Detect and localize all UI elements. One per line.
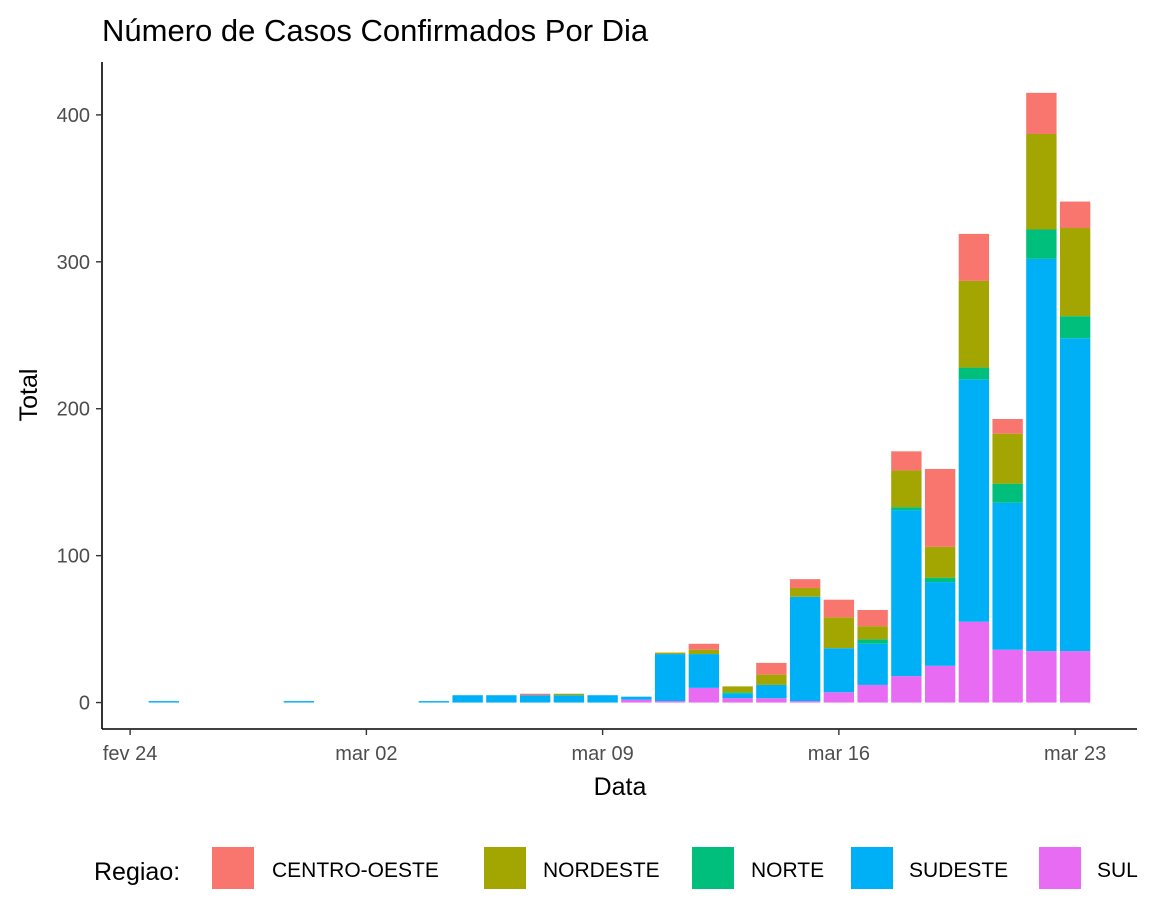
bar-segment-centro-oeste-2020-03-23 [1059,201,1091,229]
bar-segment-nordeste-2020-03-22 [1026,133,1057,230]
bar-segment-sudeste-2020-02-29 [283,701,315,703]
bar-segment-norte-2020-03-22 [1026,229,1057,259]
legend-key-centro-oeste [212,847,254,889]
bar-segment-sudeste-2020-03-20 [958,379,990,622]
bar-segment-sudeste-2020-03-19 [924,582,956,666]
y-axis-ticks: 0 100 200 300 400 [57,105,102,715]
legend-label-sudeste: SUDESTE [909,859,1008,882]
bar-segment-nordeste-2020-03-16 [823,617,855,649]
bar-segment-sul-2020-03-19 [924,665,956,703]
bar-segment-sul-2020-03-13 [722,698,753,703]
bar-segment-sudeste-2020-03-08 [553,695,585,703]
bar-segment-sudeste-2020-03-06 [486,695,517,703]
bar-segment-nordeste-2020-03-11 [654,652,686,655]
bar-segment-sul-2020-03-16 [823,692,855,703]
bar-segment-nordeste-2020-03-18 [891,470,922,508]
legend-label-sul: SUL [1097,859,1138,882]
bar-segment-norte-2020-03-13 [722,692,753,694]
legend-key-sudeste [851,847,893,889]
legend: Regiao: CENTRO-OESTE NORDESTE NORTE SUDESTE… [94,847,1138,889]
x-tick-label: mar 09 [572,743,634,765]
bar-segment-centro-oeste-2020-03-21 [992,419,1023,434]
bar-segment-norte-2020-03-18 [891,507,922,511]
x-tick-label: mar 23 [1044,743,1106,765]
bar-segment-sudeste-2020-03-17 [857,643,888,685]
y-tick-label: 100 [57,546,90,568]
legend-label-norte: NORTE [751,859,824,882]
bar-segment-nordeste-2020-03-19 [924,546,956,578]
x-tick-label: mar 16 [808,743,870,765]
bar-segment-nordeste-2020-03-23 [1059,228,1091,317]
bar-segment-nordeste-2020-03-21 [992,433,1023,484]
bar-segment-centro-oeste-2020-03-22 [1026,92,1057,134]
bar-segment-sudeste-2020-03-22 [1026,258,1057,652]
bar-segment-centro-oeste-2020-03-12 [688,643,720,650]
bar-segment-sul-2020-03-12 [688,687,720,703]
legend-key-nordeste [484,847,526,889]
bar-segment-sudeste-2020-03-11 [654,654,686,702]
bar-segment-centro-oeste-2020-03-14 [756,662,787,675]
bar-segment-centro-oeste-2020-03-20 [958,233,990,281]
bar-segment-sudeste-2020-03-05 [452,695,483,703]
bar-segment-nordeste-2020-03-13 [722,686,753,693]
y-tick-label: 200 [57,399,90,421]
bar-segment-sul-2020-03-10 [621,699,652,703]
bar-segment-nordeste-2020-03-15 [789,587,821,597]
bar-segment-sul-2020-03-20 [958,621,990,703]
bar-segment-sudeste-2020-03-21 [992,502,1023,650]
bar-segment-sul-2020-03-22 [1026,651,1057,703]
legend-title: Regiao: [94,858,180,886]
bar-segment-norte-2020-03-21 [992,483,1023,503]
bar-segment-sudeste-2020-03-12 [688,654,720,688]
chart-title: Número de Casos Confirmados Por Dia [102,13,649,48]
bar-segment-sul-2020-03-21 [992,649,1023,703]
bar-segment-centro-oeste-2020-03-17 [857,609,888,627]
bar-segment-sudeste-2020-03-04 [418,701,450,703]
bar-segment-sul-2020-03-18 [891,676,922,703]
bar-segment-sudeste-2020-03-10 [621,696,652,700]
bar-segment-sudeste-2020-03-16 [823,648,855,693]
x-axis-title: Data [594,773,647,801]
bar-segment-norte-2020-03-23 [1059,316,1091,339]
bar-segment-nordeste-2020-03-20 [958,280,990,368]
bar-segment-sudeste-2020-03-15 [789,596,821,702]
bar-segment-sudeste-2020-02-25 [148,701,180,703]
x-tick-label: mar 02 [335,743,397,765]
bar-segment-centro-oeste-2020-03-18 [891,451,922,471]
bars-layer [148,92,1091,703]
bar-segment-sul-2020-03-17 [857,684,888,703]
bar-segment-sudeste-2020-03-13 [722,693,753,699]
bar-segment-nordeste-2020-03-12 [688,649,720,655]
bar-segment-nordeste-2020-03-08 [553,693,585,696]
bar-segment-sul-2020-03-15 [789,701,821,703]
legend-key-norte [692,847,734,889]
legend-key-sul [1039,847,1081,889]
bar-segment-norte-2020-03-20 [958,367,990,380]
bar-segment-centro-oeste-2020-03-16 [823,599,855,618]
bar-segment-norte-2020-03-19 [924,577,956,583]
legend-label-nordeste: NORDESTE [543,859,660,882]
bar-segment-sul-2020-03-11 [654,701,686,703]
bar-segment-centro-oeste-2020-03-19 [924,468,956,547]
x-axis-ticks: fev 24 mar 02 mar 09 mar 16 mar 23 [103,729,1106,765]
y-tick-label: 300 [57,252,90,274]
y-axis-title: Total [15,369,43,422]
bar-segment-sul-2020-03-14 [756,698,787,703]
bar-segment-sudeste-2020-03-18 [891,510,922,677]
bar-segment-sudeste-2020-03-23 [1059,338,1091,652]
bar-segment-nordeste-2020-03-17 [857,626,888,640]
bar-segment-norte-2020-03-17 [857,639,888,644]
bar-segment-sul-2020-03-23 [1059,651,1091,703]
bar-segment-centro-oeste-2020-03-15 [789,579,821,588]
y-tick-label: 0 [79,693,90,715]
bar-segment-centro-oeste-2020-03-07 [519,693,551,696]
y-tick-label: 400 [57,105,90,127]
legend-label-centro-oeste: CENTRO-OESTE [272,859,439,882]
bar-segment-sudeste-2020-03-09 [587,695,618,703]
bar-segment-nordeste-2020-03-14 [756,674,787,685]
bar-segment-sudeste-2020-03-07 [519,695,551,703]
x-tick-label: fev 24 [103,743,157,765]
bar-segment-sudeste-2020-03-14 [756,684,787,699]
